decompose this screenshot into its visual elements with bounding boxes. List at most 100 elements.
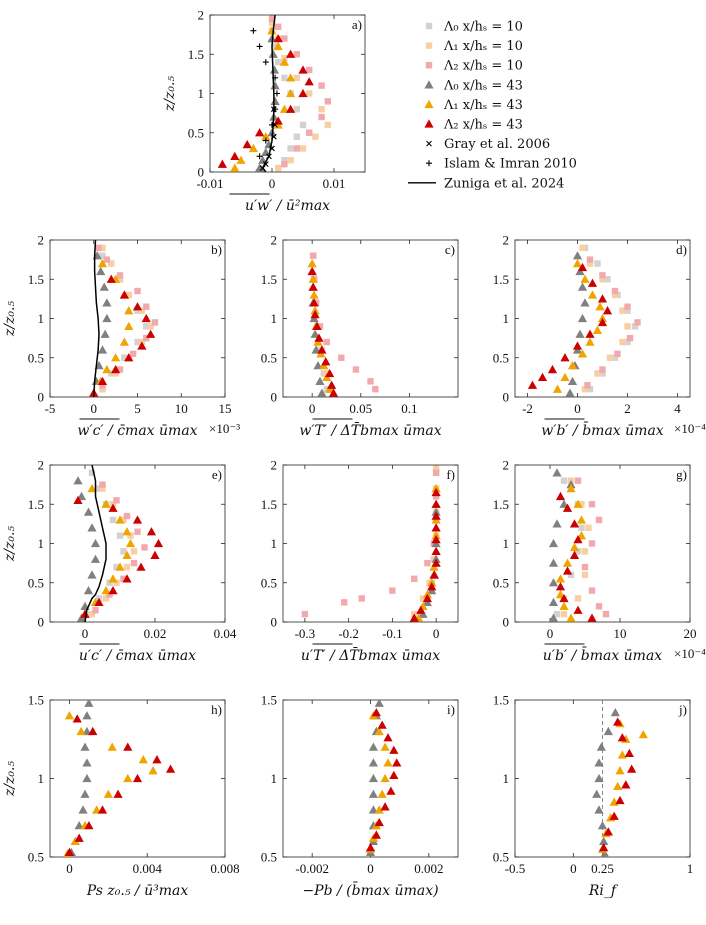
- data-point: [124, 306, 134, 315]
- data-point: [123, 773, 133, 783]
- data-point: [588, 587, 596, 594]
- data-point: [152, 755, 162, 764]
- data-point: [548, 538, 559, 548]
- legend-label: Λ₁ x/hₛ = 43: [443, 98, 523, 113]
- data-point: [577, 349, 588, 358]
- x-tick-label: 0.1: [401, 401, 417, 416]
- data-point: [113, 579, 120, 586]
- panel-d: -2 0 2 4 0 0.5 1 1.5 2 d) w′b′ / b̄max ūmax ×10⁻⁴: [493, 233, 706, 440]
- legend-marker-square: [425, 62, 433, 69]
- data-point: [409, 613, 419, 622]
- data-point: [615, 766, 625, 775]
- data-point: [597, 317, 608, 327]
- data-point: [594, 758, 604, 767]
- x-tick-label: 0.05: [349, 401, 372, 416]
- y-tick-label: 0: [38, 390, 45, 405]
- data-point: [82, 758, 92, 767]
- data-point: [432, 469, 440, 477]
- data-point: [106, 274, 116, 283]
- data-point: [137, 341, 147, 350]
- x-tick-label: -5: [45, 401, 56, 416]
- y-tick-label: 0.5: [28, 350, 44, 365]
- data-point: [102, 313, 112, 323]
- data-point: [631, 323, 639, 330]
- panel-label: i): [447, 702, 455, 717]
- y-tick-label: 0.5: [261, 575, 277, 590]
- data-point: [432, 493, 440, 500]
- data-point: [127, 532, 134, 539]
- data-point: [112, 370, 119, 377]
- data-point: [88, 469, 96, 477]
- data-point: [599, 842, 609, 852]
- data-point: [94, 597, 104, 607]
- data-point: [293, 106, 300, 113]
- y-axis-label: z/z₀.₅: [2, 761, 18, 798]
- data-point: [72, 714, 82, 723]
- x-tick-label: 0: [547, 626, 554, 641]
- panel-label: j): [678, 702, 687, 717]
- data-point: [88, 726, 98, 736]
- data-point: [377, 720, 387, 729]
- data-point: [567, 361, 578, 370]
- data-point: [113, 563, 120, 571]
- data-point: [119, 290, 129, 299]
- data-point: [147, 323, 154, 330]
- data-layer: [592, 707, 648, 857]
- data-point: [122, 550, 132, 559]
- data-point: [587, 290, 598, 299]
- data-point: [115, 562, 125, 571]
- data-point: [281, 157, 288, 164]
- data-point: [273, 33, 283, 43]
- y-tick-label: 1: [198, 86, 205, 101]
- legend-item: Λ₂ x/hₛ = 10: [425, 59, 523, 74]
- data-point: [107, 742, 117, 751]
- data-point: [624, 303, 631, 310]
- data-point: [111, 364, 121, 374]
- data-point: [431, 523, 441, 532]
- y-tick-label: 1.5: [493, 497, 509, 512]
- data-point: [143, 323, 150, 330]
- data-point: [119, 337, 129, 346]
- data-point: [627, 764, 637, 773]
- data-point: [597, 294, 608, 303]
- panel-g: 0 10 20 0 0.5 1 1.5 2 g) u′b′ / b̄max ūmax ×10⁻⁴: [493, 458, 706, 665]
- x-tick-label: -0.01: [196, 176, 223, 191]
- data-point: [317, 345, 327, 354]
- data-point: [299, 121, 307, 129]
- data-point: [116, 276, 124, 283]
- data-point: [565, 388, 575, 397]
- data-point: [386, 786, 396, 795]
- data-point: [301, 610, 309, 618]
- data-point: [132, 773, 143, 783]
- data-point: [585, 329, 595, 338]
- legend-label: Λ₀ x/hₛ = 43: [443, 78, 523, 93]
- data-point: [132, 515, 143, 524]
- data-point: [298, 65, 308, 74]
- x-tick-label: 0.008: [210, 861, 239, 876]
- data-point: [64, 847, 75, 856]
- data-point: [624, 748, 634, 758]
- y-axis-label: z/z₀.₅: [2, 301, 18, 338]
- data-point: [325, 368, 335, 378]
- data-point: [586, 385, 594, 393]
- data-point: [371, 707, 381, 717]
- y-axis-label: z/z₀.₅: [2, 526, 18, 563]
- data-point: [389, 770, 399, 780]
- x-tick-label: 10: [175, 401, 188, 416]
- data-point: [368, 742, 379, 751]
- data-point: [338, 354, 345, 361]
- legend-marker-triangle: [424, 99, 434, 109]
- data-point: [548, 578, 559, 587]
- data-point: [309, 298, 319, 307]
- data-point: [609, 811, 619, 820]
- legend-item: Λ₀ x/hₛ = 10: [425, 20, 523, 35]
- data-point: [255, 163, 265, 172]
- data-point: [318, 106, 325, 113]
- axis-multiplier: ×10⁻³: [209, 421, 240, 436]
- data-point: [84, 700, 94, 707]
- legend-label: Λ₂ x/hₛ = 10: [443, 59, 523, 74]
- data-point: [80, 742, 90, 751]
- y-tick-label: 1: [271, 311, 278, 326]
- data-point: [122, 527, 132, 536]
